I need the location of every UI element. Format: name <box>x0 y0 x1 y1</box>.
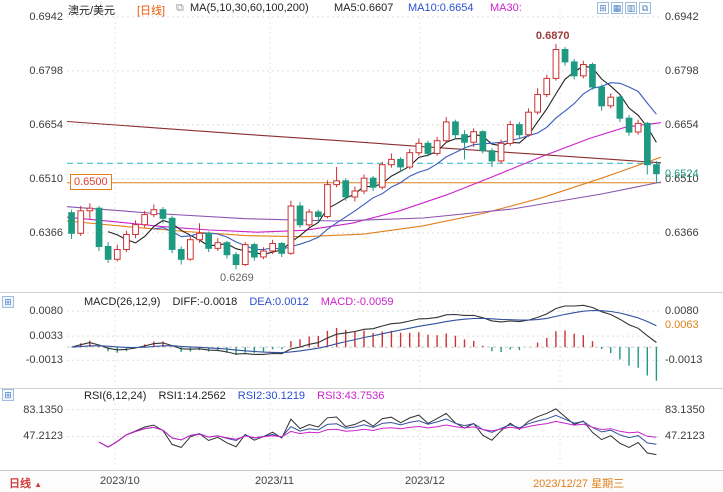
ma-params-label[interactable]: MA(5,10,30,60,100,200) <box>190 2 309 14</box>
layout-add-panel-icon[interactable]: ⊞ <box>597 2 609 14</box>
macd-panel-button[interactable]: ⊞ <box>2 296 14 308</box>
main-y-tick-right: 0.6366 <box>665 226 699 239</box>
rsi-y-tick-left: 47.2123 <box>23 430 63 443</box>
main-y-tick-right: 0.6942 <box>665 10 699 23</box>
candles[interactable] <box>68 43 660 270</box>
ma-line-ma5 <box>107 65 657 255</box>
rsi-chart[interactable] <box>67 403 661 468</box>
rsi-y-tick-right: 47.2123 <box>665 430 705 443</box>
macd-y-tick-left: -0.0013 <box>25 354 63 367</box>
x-axis-date-label: 2023/12/27 星期三 <box>533 478 625 490</box>
main-y-tick-left: 0.6654 <box>29 118 63 131</box>
hline-price-label[interactable]: 0.6500 <box>70 173 112 190</box>
rsi-legend: RSI(6,12,24) RSI1:14.2562 RSI2:30.1219 R… <box>84 390 393 402</box>
x-axis-date-label: 2023/10 <box>100 475 140 487</box>
main-y-tick-right: 0.6654 <box>665 118 699 131</box>
rsi-params-label[interactable]: RSI(6,12,24) <box>84 390 147 402</box>
macd-chart[interactable] <box>67 300 661 386</box>
macd-y-tick-right: -0.0013 <box>665 354 703 367</box>
rsi-y-tick-right: 83.1350 <box>665 403 705 416</box>
main-gridlines <box>67 12 661 290</box>
main-y-tick-left: 0.6366 <box>29 226 63 239</box>
x-axis-date-label: 2023/12 <box>405 475 445 487</box>
macd-y-tick-right: 0.0080 <box>665 305 699 318</box>
macd-dea-value: DEA:0.0012 <box>249 296 309 308</box>
macd-diff-value: DIFF:-0.0018 <box>172 296 238 308</box>
macd-legend: MACD(26,12,9) DIFF:-0.0018 DEA:0.0012 MA… <box>84 296 403 308</box>
chart-header: 澳元/美元 [日线] ⧉ MA(5,10,30,60,100,200) MA5:… <box>0 0 723 17</box>
main-y-tick-right: 0.6510 <box>665 172 699 185</box>
macd-dea-line <box>71 309 657 354</box>
rsi2-line <box>98 414 657 448</box>
main-candlestick-chart[interactable] <box>67 12 661 290</box>
x-axis-date-label: 2023/11 <box>255 475 294 487</box>
macd-y-tick-left: 0.0033 <box>29 330 63 343</box>
main-y-tick-right: 0.6798 <box>665 64 699 77</box>
macd-macd-value: MACD:-0.0059 <box>320 296 394 308</box>
ma-line-ma10 <box>153 82 657 251</box>
layout-grid-icon[interactable]: ▦ <box>611 2 623 14</box>
ma10-value: MA10:0.6654 <box>408 2 474 14</box>
rsi-gridlines <box>67 403 661 468</box>
rsi3-line <box>98 420 657 448</box>
ma30-value: MA30: <box>490 2 522 14</box>
symbol-name[interactable]: 澳元/美元 <box>68 5 116 17</box>
period-selector[interactable]: 日线 ▲ <box>9 475 42 491</box>
macd-y-tick-left: 0.0080 <box>29 305 63 318</box>
rsi1-value: RSI1:14.2562 <box>158 390 226 402</box>
main-y-tick-left: 0.6798 <box>29 64 63 77</box>
macd-histogram <box>79 327 658 381</box>
rsi1-line <box>98 408 657 456</box>
rsi2-value: RSI2:30.1219 <box>237 390 306 402</box>
rsi3-value: RSI3:43.7536 <box>317 390 385 402</box>
main-y-tick-left: 0.6510 <box>29 172 63 185</box>
period-tag[interactable]: [日线] <box>137 5 166 17</box>
ma-line-ma100 <box>67 181 661 222</box>
ma-lines <box>67 65 661 255</box>
layout-columns-icon[interactable]: ▥ <box>625 2 637 14</box>
peak-price-label: 0.6870 <box>535 29 570 42</box>
panel-divider <box>0 292 723 293</box>
layout-expand-icon[interactable]: ⧉ <box>639 2 651 14</box>
period-selector-label: 日线 <box>9 478 31 490</box>
ma-line-ma200 <box>67 120 661 164</box>
macd-y-tick-right: 0.0063 <box>665 318 699 331</box>
panel-divider <box>0 388 723 389</box>
ma5-value: MA5:0.6607 <box>334 2 394 14</box>
ma-line-ma60 <box>67 156 661 238</box>
main-y-tick-left: 0.6942 <box>29 10 63 23</box>
rsi-y-tick-left: 83.1350 <box>23 403 63 416</box>
x-axis-bar: 日线 ▲ 2023/10 2023/11 2023/12 2023/12/27 星期三 <box>0 470 723 492</box>
macd-dif-line <box>71 304 657 355</box>
indicator-settings-icon[interactable]: ⧉ <box>176 2 184 14</box>
rsi-panel-button[interactable]: ⊞ <box>2 389 14 401</box>
trough-price-label: 0.6269 <box>220 272 254 285</box>
last-price-label: 0.6524 <box>665 167 699 180</box>
layout-toolbar: ⊞ ▦ ▥ ⧉ <box>597 2 651 14</box>
caret-up-icon: ▲ <box>34 480 42 489</box>
macd-params-label[interactable]: MACD(26,12,9) <box>84 296 161 308</box>
